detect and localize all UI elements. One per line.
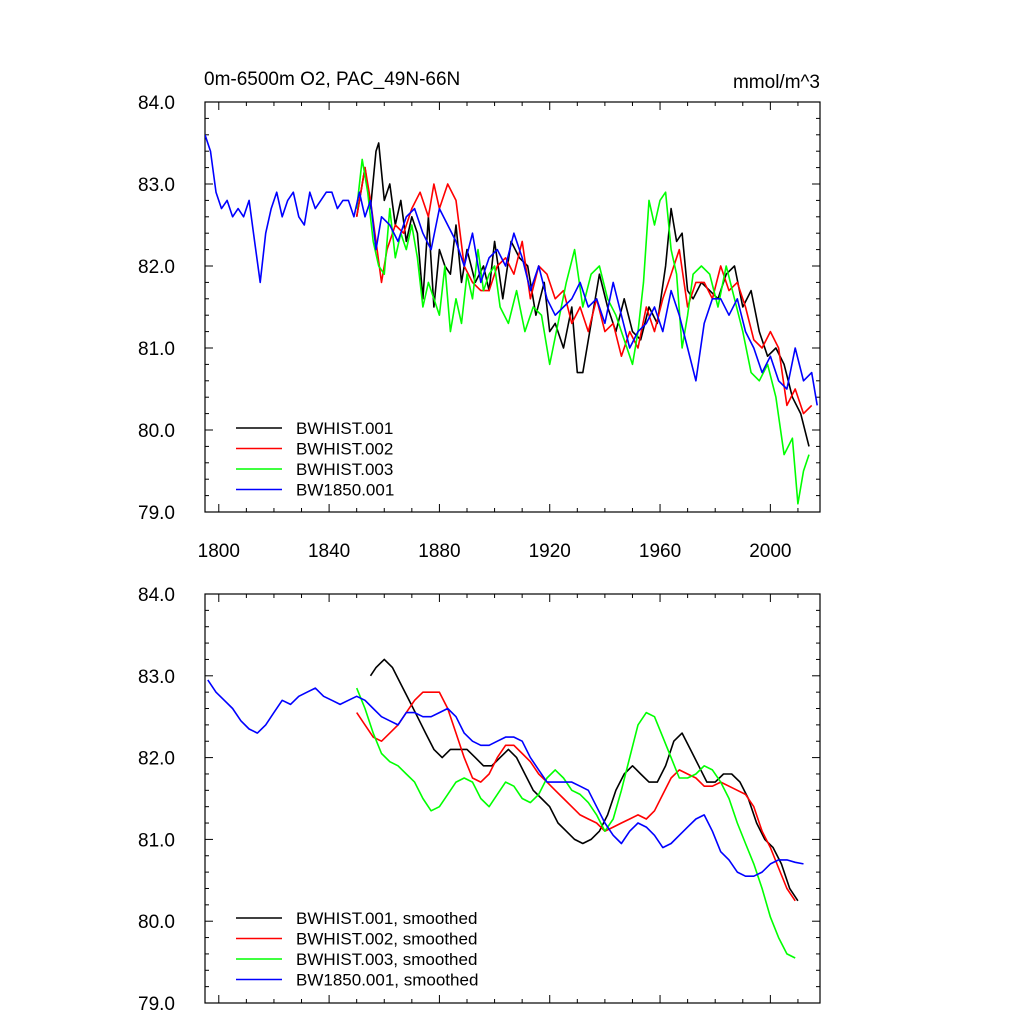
- series-line-bwhist-001: [355, 142, 810, 447]
- legend-label: BWHIST.003, smoothed: [296, 950, 477, 969]
- x-tick-label: 1960: [639, 541, 681, 562]
- series-line-bw1850-001-smoothed: [207, 679, 804, 878]
- y-tick-label: 79.0: [138, 994, 175, 1015]
- legend-label: BWHIST.003: [296, 460, 393, 479]
- legend-label: BWHIST.001, smoothed: [296, 909, 477, 928]
- series-line-bwhist-002: [355, 166, 813, 415]
- series-line-bwhist-001-smoothed: [369, 658, 799, 902]
- plot-frame: [204, 101, 821, 513]
- y-tick-label: 79.0: [138, 503, 175, 524]
- legend-label: BW1850.001: [296, 481, 394, 500]
- y-tick-label: 84.0: [138, 585, 175, 606]
- y-tick-label: 81.0: [138, 830, 175, 851]
- bottom-panel: 79.0 80.0 81.0 82.0 83.0 84.0 BWHIST.001, smoo…: [138, 585, 821, 1015]
- y-tick-label: 80.0: [138, 421, 175, 442]
- figure-title: 0m-6500m O2, PAC_49N-66N: [204, 69, 460, 90]
- x-tick-label: 1840: [308, 541, 350, 562]
- x-tick-label: 1880: [418, 541, 460, 562]
- plot-frame: [204, 593, 821, 1004]
- units-label: mmol/m^3: [733, 72, 820, 93]
- x-tick-label: 2000: [749, 541, 791, 562]
- series-line-bw1850-001: [205, 134, 818, 406]
- legend-label: BW1850.001, smoothed: [296, 971, 478, 990]
- series-line-bwhist-002-smoothed: [356, 691, 796, 902]
- legend-label: BWHIST.001: [296, 419, 393, 438]
- legend-label: BWHIST.002: [296, 440, 393, 459]
- y-tick-label: 81.0: [138, 339, 175, 360]
- y-tick-label: 80.0: [138, 912, 175, 933]
- legend-label: BWHIST.002, smoothed: [296, 930, 477, 949]
- y-tick-label: 83.0: [138, 175, 175, 196]
- y-tick-label: 83.0: [138, 667, 175, 688]
- y-tick-label: 82.0: [138, 257, 175, 278]
- series-line-bwhist-003-smoothed: [355, 687, 796, 959]
- series-line-bwhist-003: [355, 158, 810, 505]
- x-tick-label: 1920: [529, 541, 571, 562]
- top-panel: 1800 1840 1880 1920 1960 2000 79.0 80.0 81.0 82.0…: [138, 93, 821, 562]
- y-tick-label: 82.0: [138, 749, 175, 770]
- x-tick-label: 1800: [198, 541, 240, 562]
- y-tick-label: 84.0: [138, 93, 175, 114]
